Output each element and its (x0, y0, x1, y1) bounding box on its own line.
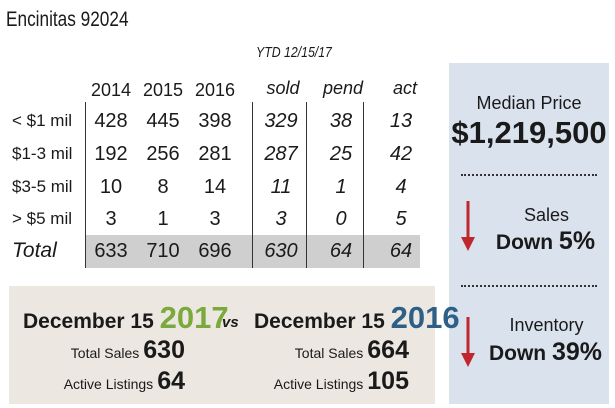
table-cell: 13 (389, 110, 413, 132)
table-cell: 329 (264, 110, 298, 132)
table-cell: 11 (270, 176, 292, 198)
right-active-listings: Active Listings 105 (273, 367, 409, 395)
total-cell: 630 (264, 240, 298, 262)
sales-change: Down 5% (495, 227, 596, 255)
right-total-sales: Total Sales 664 (294, 336, 409, 364)
dotted-divider (461, 174, 597, 176)
row-label: $1-3 mil (12, 144, 73, 163)
ytd-label: YTD 12/15/17 (256, 44, 332, 61)
table-cell: 445 (146, 110, 180, 132)
table-cell: 3 (105, 208, 117, 230)
table-cell: 281 (198, 143, 232, 165)
column-header: 2016 (194, 80, 236, 100)
right-year: 2016 (390, 300, 460, 335)
table-cell: 8 (157, 176, 169, 198)
total-cell: 633 (94, 240, 128, 262)
left-year: 2017 (159, 300, 229, 335)
table-divider (85, 102, 86, 268)
vs-label: vs (222, 314, 239, 331)
total-cell: 64 (329, 240, 353, 262)
table-cell: 25 (329, 143, 353, 165)
summary-panel: Median Price $1,219,500 Sales Down 5% In… (449, 63, 609, 404)
table-cell: 3 (209, 208, 221, 230)
table-cell: 5 (395, 208, 407, 230)
total-cell: 696 (198, 240, 232, 262)
table-cell: 42 (389, 143, 413, 165)
column-header: pend (322, 78, 364, 98)
comparison-panel: December 15 2017 vs December 15 2016 Tot… (9, 286, 460, 404)
table-cell: 398 (198, 110, 232, 132)
row-label: < $1 mil (12, 111, 72, 130)
total-cell: 64 (389, 240, 413, 262)
down-arrow-icon (461, 317, 475, 367)
sales-label: Sales (523, 205, 570, 225)
table-cell: 1 (157, 208, 169, 230)
table-cell: 14 (203, 176, 227, 198)
left-total-sales: Total Sales 630 (70, 336, 185, 364)
table-cell: 287 (264, 143, 298, 165)
table-divider (363, 102, 364, 268)
table-cell: 10 (99, 176, 123, 198)
table-cell: 1 (335, 176, 347, 198)
table-divider (252, 102, 253, 268)
table-cell: 38 (329, 110, 353, 132)
inventory-change: Down 39% (488, 338, 603, 366)
table-cell: 3 (275, 208, 287, 230)
down-arrow-icon (461, 201, 475, 251)
row-label: > $5 mil (12, 209, 72, 228)
column-header: sold (266, 78, 300, 98)
median-price-label: Median Price (476, 93, 582, 113)
inventory-label: Inventory (509, 315, 584, 335)
column-header: act (392, 78, 417, 98)
left-period-heading: December 15 2017 (23, 300, 229, 335)
table-divider (306, 102, 307, 268)
page-title: Encinitas 92024 (6, 8, 129, 31)
table-cell: 428 (94, 110, 128, 132)
right-period-heading: December 15 2016 (254, 300, 460, 335)
dotted-divider (461, 285, 597, 287)
table-cell: 192 (94, 143, 128, 165)
column-header: 2015 (142, 80, 184, 100)
row-label: $3-5 mil (12, 177, 73, 196)
table-cell: 4 (395, 176, 407, 198)
table-cell: 0 (335, 208, 347, 230)
table-cell: 256 (146, 143, 180, 165)
total-cell: 710 (146, 240, 180, 262)
left-active-listings: Active Listings 64 (63, 367, 185, 395)
median-price-value: $1,219,500 (451, 115, 607, 150)
column-header: 2014 (90, 80, 132, 100)
total-label: Total (12, 239, 57, 262)
